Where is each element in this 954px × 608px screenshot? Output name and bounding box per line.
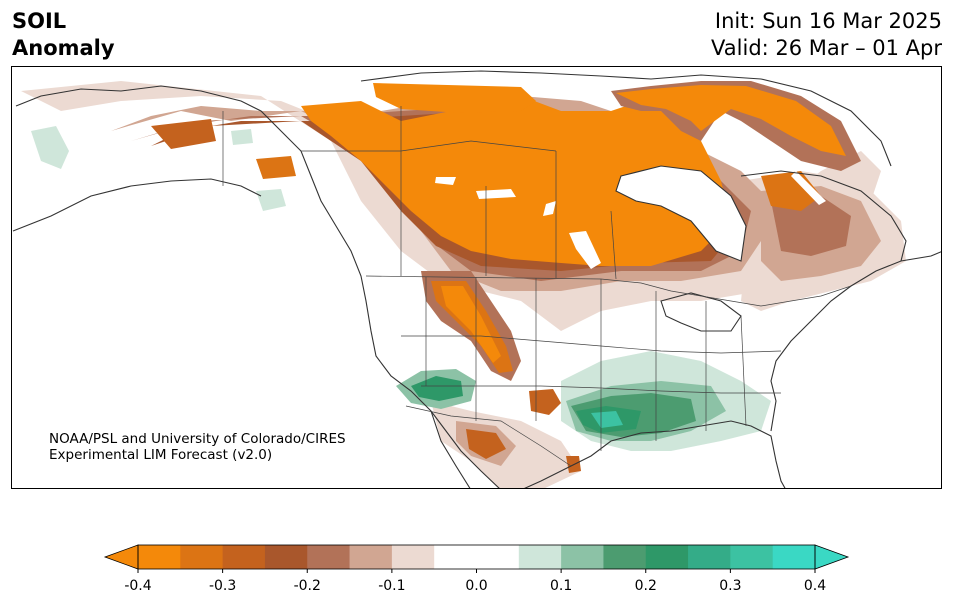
- colorbar-level-5: [349, 545, 393, 569]
- coastline-hudson: [615, 165, 747, 262]
- forecast-dates: Init: Sun 16 Mar 2025 Valid: 26 Mar – 01…: [711, 8, 942, 62]
- colorbar-level-11: [645, 545, 689, 569]
- coastline-east: [770, 251, 941, 432]
- dry-streak-rockies-orange: [441, 286, 501, 363]
- valid-date-label: Valid: 26 Mar – 01 Apr: [711, 36, 942, 60]
- map-panel: [11, 66, 942, 489]
- coastline-baja: [430, 410, 471, 488]
- dry-area-south-spot: [529, 389, 561, 415]
- credit-line-1: NOAA/PSL and University of Colorado/CIRE…: [49, 431, 346, 447]
- hudson-bay: [616, 166, 746, 261]
- colorbar-tick-label: -0.2: [293, 578, 321, 594]
- credit-text: NOAA/PSL and University of Colorado/CIRE…: [49, 431, 346, 463]
- wet-area-alaska: [31, 126, 69, 169]
- colorbar-extend-high: [814, 544, 850, 570]
- white-gap-2: [569, 231, 601, 269]
- dry-area-northeast-dark: [771, 196, 851, 256]
- title-line-1: SOIL: [12, 9, 67, 33]
- colorbar-level-3: [264, 545, 308, 569]
- colorbar: [103, 544, 850, 573]
- coastline-gulf: [524, 420, 786, 488]
- colorbar-tick-label: 0.2: [634, 578, 657, 594]
- dry-area-greenland-core: [616, 85, 846, 156]
- init-date-label: Init: Sun 16 Mar 2025: [714, 9, 942, 33]
- colorbar-level-2: [222, 545, 266, 569]
- mexico-border: [405, 405, 572, 467]
- dry-area-core: [301, 96, 731, 266]
- title-line-2: Anomaly: [12, 36, 115, 60]
- canada-territory: [301, 140, 557, 152]
- colorbar-level-6: [391, 545, 435, 569]
- us-canada-border: [365, 275, 852, 307]
- colorbar-tick-label: -0.3: [208, 578, 237, 594]
- wet-area-yukon: [231, 129, 253, 145]
- canada-province-4: [610, 210, 617, 280]
- colorbar-tick-label: -0.1: [378, 578, 406, 594]
- anomaly-map: [12, 70, 941, 488]
- colorbar-level-0: [138, 545, 181, 569]
- dry-area-core-edge: [373, 83, 536, 113]
- colorbar-ticks: [137, 569, 816, 573]
- colorbar-level-14: [772, 545, 816, 569]
- wet-area-southwest-core: [411, 376, 463, 401]
- white-gap-3: [543, 201, 556, 216]
- dry-area-southwest-dark: [466, 429, 506, 459]
- coastline-alaska-south: [12, 178, 262, 232]
- credit-line-2: Experimental LIM Forecast (v2.0): [49, 447, 273, 463]
- colorbar-level-13: [730, 545, 774, 569]
- white-gap-4: [435, 177, 456, 185]
- colorbar-level-7: [434, 545, 520, 569]
- coastline-arctic: [360, 70, 892, 167]
- colorbar-level-4: [307, 545, 351, 569]
- white-gap-5: [791, 171, 826, 205]
- colorbar-tick-label: 0.0: [465, 578, 488, 594]
- colorbar-segments: [138, 545, 816, 569]
- dry-area-yukon-spot: [256, 156, 296, 179]
- colorbar-level-10: [603, 545, 647, 569]
- coastline-labrador: [740, 170, 907, 262]
- us-states-row1: [401, 335, 782, 354]
- colorbar-extend-low: [103, 544, 139, 570]
- wet-area-southeast-peak: [591, 411, 623, 428]
- colorbar-tick-label: 0.4: [803, 578, 827, 594]
- colorbar-level-9: [561, 545, 604, 569]
- colorbar-tick-label: 0.3: [719, 578, 742, 594]
- dry-area-alaska-streak: [151, 119, 216, 149]
- colorbar-level-8: [518, 545, 562, 569]
- admin-borders: [222, 106, 852, 467]
- colorbar-level-1: [180, 545, 224, 569]
- colorbar-tick-label: 0.1: [549, 578, 573, 594]
- us-states-col7: [740, 315, 747, 427]
- anomaly-shading: [21, 81, 906, 488]
- colorbar-tick-label: -0.4: [124, 578, 152, 594]
- colorbar-level-12: [688, 545, 731, 569]
- wet-area-bc: [256, 189, 286, 211]
- map-boundaries: [12, 70, 941, 488]
- map-title: SOIL Anomaly: [12, 8, 115, 62]
